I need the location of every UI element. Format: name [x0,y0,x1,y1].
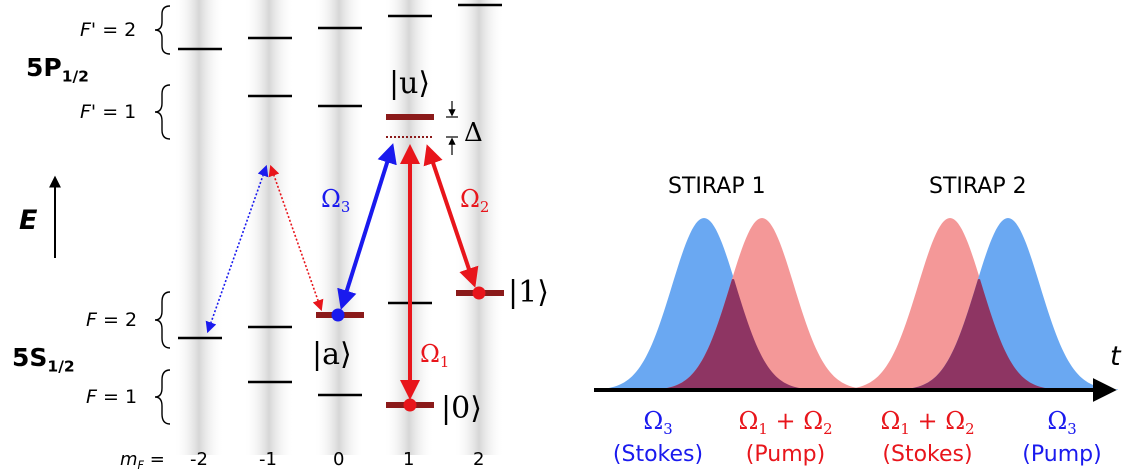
pulse-stokes-2 [898,218,1118,390]
mf-value-m1: -1 [259,449,277,470]
label-fp2: F' = 2 [80,19,137,41]
mf-column-2 [454,0,504,455]
pulse-label-stokes-2: Ω1 + Ω2 (Stokes) [880,407,975,468]
dotted-transition-blue [205,164,269,334]
state-a-label: |a⟩ [312,337,352,372]
label-f2: F = 2 [86,309,138,331]
mf-value-1: 1 [403,449,415,470]
mf-value-m2: -2 [190,449,208,470]
state-0-label: |0⟩ [441,391,482,426]
pulse-label-pump-1: Ω1 + Ω2 (Pump) [738,407,833,468]
pulse-overlap-1 [624,279,842,390]
state-1-label: |1⟩ [508,275,549,310]
mf-column-0 [314,0,364,455]
brace-f1 [154,369,171,425]
label-fp1: F' = 1 [80,101,137,123]
pulse-pump-2 [840,218,1060,390]
population-dot-a [331,308,345,322]
population-dot-1 [472,286,486,300]
mf-column-m1 [244,0,294,455]
mf-axis-label: mF = [120,449,165,472]
pulse-stokes-1 [594,218,814,390]
detuning-label: Δ [464,118,483,148]
dotted-transition-red [268,164,324,312]
omega1-label: Ω1 [420,340,450,372]
brace-fp1 [154,84,171,140]
pulse-pump-1 [652,218,872,390]
omega2-label: Ω2 [460,185,490,217]
population-dot-0 [403,398,417,412]
time-axis-label: t [1110,341,1121,372]
state-u-label: |u⟩ [389,66,431,101]
excited-manifold-label: 5P1/2 [26,53,89,86]
brace-fp2 [154,5,171,55]
label-f1: F = 1 [86,386,138,408]
mf-value-0: 0 [333,449,345,470]
brace-f2 [154,291,171,349]
pulse-label-pump-2: Ω3 (Pump) [1022,407,1102,468]
mf-column-m2 [174,0,224,455]
omega3-arrow [337,143,397,310]
stirap2-title: STIRAP 2 [929,174,1027,199]
stirap1-title: STIRAP 1 [668,174,766,199]
pulse-overlap-2 [870,279,1088,390]
energy-axis-label: E [19,205,38,236]
omega2-arrow [423,144,479,288]
mf-value-2: 2 [473,449,485,470]
pulse-label-stokes-1: Ω3 (Stokes) [612,407,704,468]
pulse-chart [594,218,1118,390]
omega3-label: Ω3 [321,185,351,217]
ground-manifold-label: 5S1/2 [12,343,75,376]
